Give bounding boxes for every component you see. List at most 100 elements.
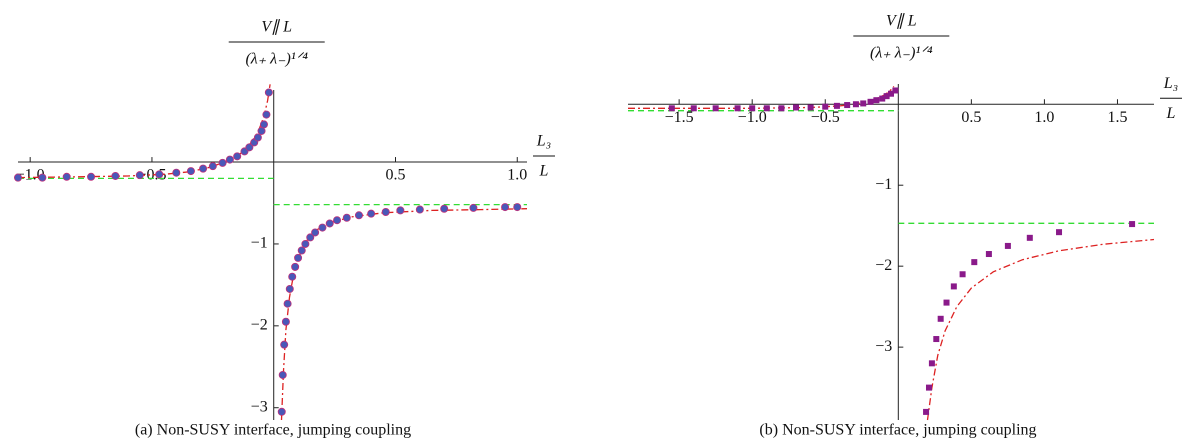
data-point — [690, 105, 697, 112]
data-point — [883, 93, 890, 100]
data-point — [888, 90, 894, 97]
data-point — [469, 203, 478, 212]
data-point — [668, 105, 675, 112]
y-label-numerator: V∥ L — [261, 19, 292, 36]
data-point — [844, 102, 851, 109]
data-point — [306, 233, 315, 242]
y-tick-label: −1 — [875, 176, 892, 193]
data-point — [288, 272, 297, 281]
data-point — [1056, 229, 1063, 236]
y-tick-label: −1 — [251, 235, 268, 252]
y-tick-label: −2 — [875, 257, 892, 274]
data-point — [381, 208, 390, 217]
x-tick-label: −1.0 — [738, 109, 767, 126]
caption: (b) Non-SUSY interface, jumping coupling — [759, 422, 1036, 439]
data-point — [985, 251, 992, 258]
theory-curve — [926, 238, 1155, 421]
theory-curve — [17, 84, 271, 179]
y-label-denominator: (λ₊ λ₋)¹ᐟ⁴ — [870, 45, 933, 62]
data-point — [264, 88, 273, 97]
data-point — [311, 228, 320, 237]
x-tick-label: −1.5 — [665, 109, 694, 126]
y-tick-label: −3 — [875, 338, 892, 355]
data-point — [155, 170, 164, 179]
data-point — [807, 104, 814, 111]
data-point — [318, 223, 327, 232]
x-label-denominator: L — [539, 163, 549, 180]
data-point — [367, 209, 376, 218]
data-point — [440, 204, 449, 213]
data-point — [873, 97, 880, 104]
data-point — [253, 133, 262, 142]
data-point — [923, 408, 930, 415]
x-tick-label: 1.5 — [1107, 109, 1127, 126]
x-tick-label: 0.5 — [961, 109, 981, 126]
data-point — [763, 105, 770, 112]
data-point — [172, 168, 181, 177]
data-point — [833, 102, 840, 109]
data-point — [277, 407, 286, 416]
data-point — [135, 171, 144, 180]
data-point — [971, 259, 978, 266]
data-point — [950, 283, 957, 290]
data-point — [186, 167, 195, 176]
data-point — [959, 271, 966, 278]
x-label-denominator: L — [1166, 105, 1176, 122]
data-point — [354, 211, 363, 220]
data-point — [925, 384, 932, 391]
x-tick-label: 1.0 — [1034, 109, 1054, 126]
data-point — [218, 158, 227, 167]
data-point — [281, 317, 290, 326]
data-point — [285, 284, 294, 293]
data-point — [892, 87, 899, 94]
y-label-numerator: V∥ L — [886, 13, 917, 30]
data-point — [262, 110, 271, 119]
x-label-numerator: L₃ — [1163, 75, 1178, 92]
y-tick-label: −3 — [251, 398, 268, 415]
data-point — [734, 105, 741, 112]
data-point — [879, 95, 886, 102]
data-point — [297, 246, 306, 255]
data-point — [1026, 234, 1033, 241]
caption: (a) Non-SUSY interface, jumping coupling — [135, 422, 411, 439]
data-point — [199, 164, 208, 173]
data-point — [860, 100, 867, 107]
panel: −1.0 −0.5 0.5 1.0−1−2−3V∥ L(λ₊ λ₋)¹ᐟ⁴L₃L(a)… — [13, 19, 555, 439]
panel: −1.5 −1.0 −0.5 0.5 1.0 1.5 −1 −2 −3 V∥ L (λ₊ λ₋)¹ᐟ… — [628, 13, 1182, 439]
data-point — [294, 253, 303, 262]
data-point — [749, 105, 756, 112]
y-label-denominator: (λ₊ λ₋)¹ᐟ⁴ — [245, 51, 308, 68]
data-point — [325, 219, 334, 228]
data-point — [283, 299, 292, 308]
data-point — [937, 315, 944, 322]
data-point — [280, 340, 289, 349]
data-point — [928, 360, 935, 367]
data-point — [501, 203, 510, 212]
data-point — [867, 98, 874, 105]
data-point — [712, 105, 719, 112]
x-tick-label: −1.0 — [16, 167, 45, 184]
x-tick-label: 0.5 — [385, 167, 405, 184]
data-point — [13, 173, 22, 182]
data-point — [1004, 242, 1011, 249]
data-point — [225, 155, 234, 164]
data-point — [278, 370, 287, 379]
data-point — [62, 172, 71, 181]
x-label-numerator: L₃ — [536, 133, 551, 150]
data-point — [822, 103, 829, 110]
data-point — [233, 152, 242, 161]
data-point — [301, 239, 310, 248]
data-point — [111, 171, 120, 180]
data-point — [793, 104, 800, 111]
data-point — [778, 105, 785, 112]
data-point — [852, 101, 859, 108]
data-point — [342, 213, 351, 222]
data-point — [943, 299, 950, 306]
x-tick-label: 1.0 — [507, 167, 527, 184]
data-point — [257, 126, 266, 135]
data-point — [259, 120, 268, 129]
data-point — [396, 206, 405, 215]
theory-curve — [280, 208, 528, 421]
data-point — [38, 173, 47, 182]
